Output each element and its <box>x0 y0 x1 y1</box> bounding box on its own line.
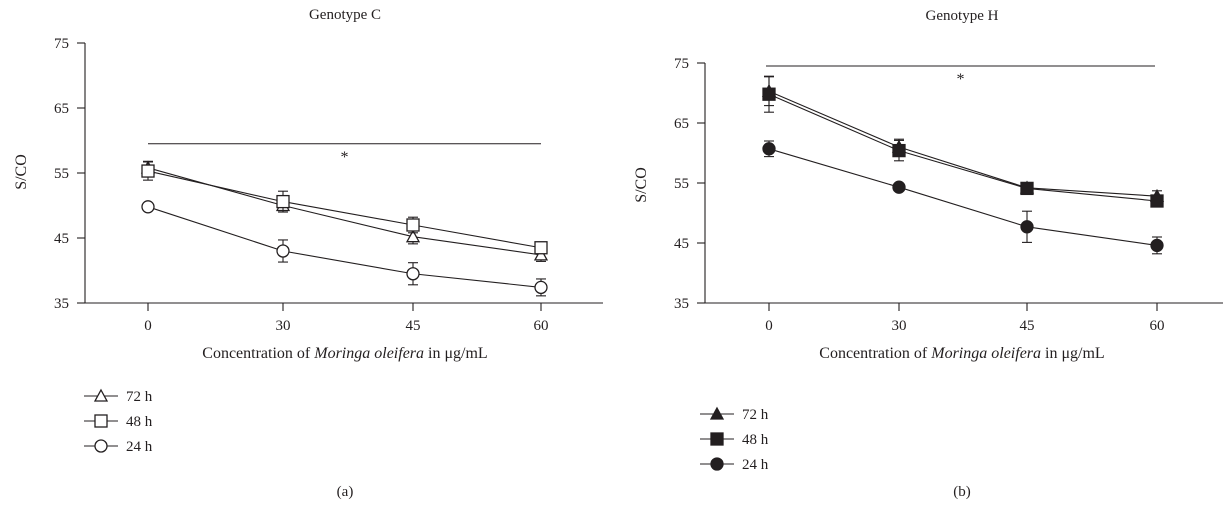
x-tick-label: 60 <box>534 318 549 334</box>
legend: 72 h 48 h 24 h <box>700 406 769 473</box>
y-axis-label: S/CO <box>13 154 30 190</box>
data-point-circle <box>406 267 420 281</box>
data-point-circle <box>141 200 155 214</box>
data-point-circle <box>534 280 548 295</box>
series-line <box>768 93 1158 202</box>
legend: 72 h 48 h 24 h <box>84 388 153 455</box>
series-72h <box>140 160 549 262</box>
data-point-square <box>1020 181 1034 196</box>
x-axis-label-prefix: Concentration of <box>819 345 931 362</box>
x-axis-label: Concentration of Moringa oleifera in μg/… <box>819 345 1104 362</box>
series-72h <box>761 76 1165 203</box>
y-tick-label: 65 <box>54 101 69 117</box>
data-point-square <box>276 194 290 209</box>
data-point-circle <box>276 244 290 258</box>
significance-asterisk: * <box>341 149 349 166</box>
data-point-square <box>762 87 776 101</box>
x-tick-label: 0 <box>144 318 152 334</box>
y-tick-label: 55 <box>674 176 689 192</box>
y-tick-label: 35 <box>54 296 69 312</box>
legend-label: 24 h <box>742 457 769 473</box>
x-tick-label: 30 <box>892 318 907 334</box>
data-point-square <box>1150 194 1164 208</box>
x-axis-label-species: Moringa oleifera <box>313 345 424 362</box>
y-tick-label: 65 <box>674 116 689 132</box>
legend-marker-square <box>94 414 108 428</box>
x-axis-label-species: Moringa oleifera <box>930 345 1041 362</box>
y-tick-label: 35 <box>674 296 689 312</box>
series-line <box>147 170 542 249</box>
y-tick-label: 75 <box>54 36 69 52</box>
legend-marker-triangle <box>709 406 725 420</box>
data-point-circle <box>892 180 906 194</box>
chart-title: Genotype H <box>926 8 999 24</box>
data-point-circle <box>762 142 776 156</box>
y-tick-label: 45 <box>674 236 689 252</box>
y-tick-label: 45 <box>54 231 69 247</box>
significance-asterisk: * <box>957 71 965 88</box>
series-48h <box>141 161 548 255</box>
legend-label: 48 h <box>742 432 769 448</box>
x-axis-label-suffix: in μg/mL <box>424 345 488 362</box>
legend-label: 24 h <box>126 439 153 455</box>
data-point-circle <box>1150 238 1164 253</box>
data-point-square <box>892 143 906 158</box>
x-tick-label: 0 <box>765 318 773 334</box>
y-axis-label: S/CO <box>633 167 650 203</box>
x-tick-label: 60 <box>1150 318 1165 334</box>
y-tick-label: 75 <box>674 56 689 72</box>
series-48h <box>762 75 1164 208</box>
panel-label: (a) <box>337 484 354 500</box>
legend-label: 72 h <box>742 407 769 423</box>
x-tick-label: 45 <box>406 318 421 334</box>
legend-marker-square <box>710 432 724 446</box>
x-axis-label-suffix: in μg/mL <box>1041 345 1105 362</box>
legend-label: 48 h <box>126 414 153 430</box>
data-point-circle <box>1020 220 1034 234</box>
x-axis-label-prefix: Concentration of <box>202 345 314 362</box>
x-tick-label: 45 <box>1020 318 1035 334</box>
data-point-triangle <box>405 229 421 243</box>
chart-panel-b: Genotype H 35 45 55 65 75 0 30 45 60 Concentration… <box>633 8 1223 500</box>
x-axis-label: Concentration of Moringa oleifera in μg/… <box>202 345 487 362</box>
data-point-square <box>534 241 548 255</box>
legend-marker-triangle <box>93 388 109 402</box>
y-tick-label: 55 <box>54 166 69 182</box>
series-line <box>147 167 542 256</box>
x-tick-label: 30 <box>276 318 291 334</box>
series-24h <box>762 140 1164 255</box>
panel-label: (b) <box>953 484 971 500</box>
series-line <box>768 90 1158 197</box>
series-line <box>768 148 1158 246</box>
series-line <box>147 206 542 288</box>
legend-marker-circle <box>710 457 724 471</box>
legend-label: 72 h <box>126 389 153 405</box>
series-24h <box>141 200 548 297</box>
legend-marker-circle <box>94 439 108 453</box>
data-point-square <box>141 164 155 178</box>
chart-title: Genotype C <box>309 7 381 23</box>
chart-panel-a: Genotype C 35 45 55 65 75 0 30 45 60 Concentration… <box>13 7 603 500</box>
data-point-square <box>406 218 420 232</box>
